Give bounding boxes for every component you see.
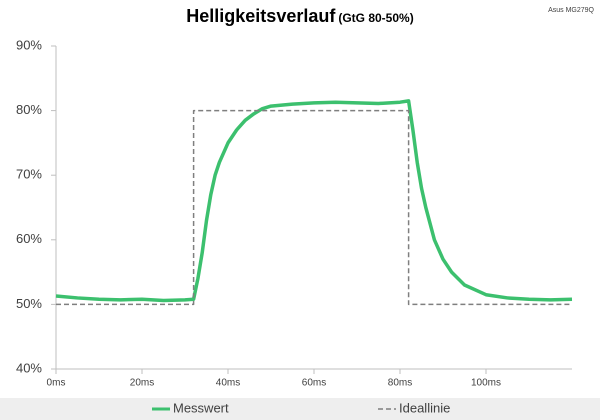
y-tick-label: 70% (16, 167, 42, 182)
x-tick-label: 80ms (388, 378, 412, 389)
y-tick-label: 40% (16, 360, 42, 375)
y-tick-label: 60% (16, 231, 42, 246)
legend-label: Messwert (173, 400, 229, 415)
x-tick-label: 0ms (47, 378, 66, 389)
x-tick-label: 60ms (302, 378, 326, 389)
y-tick-label: 90% (16, 37, 42, 52)
legend-band (0, 398, 600, 420)
x-tick-label: 40ms (216, 378, 240, 389)
x-tick-label: 20ms (130, 378, 154, 389)
series-line (55, 99, 573, 303)
annotation: Asus MG279Q (548, 7, 594, 14)
chart-subtitle: (GtG 80-50%) (338, 11, 413, 25)
series-line (56, 109, 572, 306)
x-tick-label: 100ms (471, 378, 501, 389)
y-tick-label: 80% (16, 102, 42, 117)
chart-title: Helligkeitsverlauf (186, 6, 336, 26)
y-tick-label: 50% (16, 296, 42, 311)
legend-label: Ideallinie (399, 400, 450, 415)
